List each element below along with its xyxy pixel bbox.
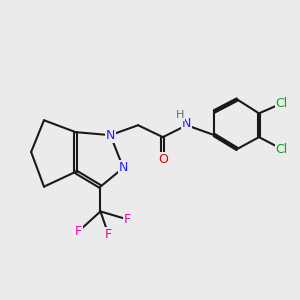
Text: F: F xyxy=(75,225,82,238)
Text: F: F xyxy=(124,213,131,226)
Text: O: O xyxy=(158,153,168,167)
Text: Cl: Cl xyxy=(276,97,288,110)
Text: F: F xyxy=(105,228,112,241)
Text: N: N xyxy=(106,129,115,142)
Text: Cl: Cl xyxy=(276,142,288,155)
Text: H: H xyxy=(176,110,184,120)
Text: N: N xyxy=(182,117,191,130)
Text: N: N xyxy=(118,161,128,174)
